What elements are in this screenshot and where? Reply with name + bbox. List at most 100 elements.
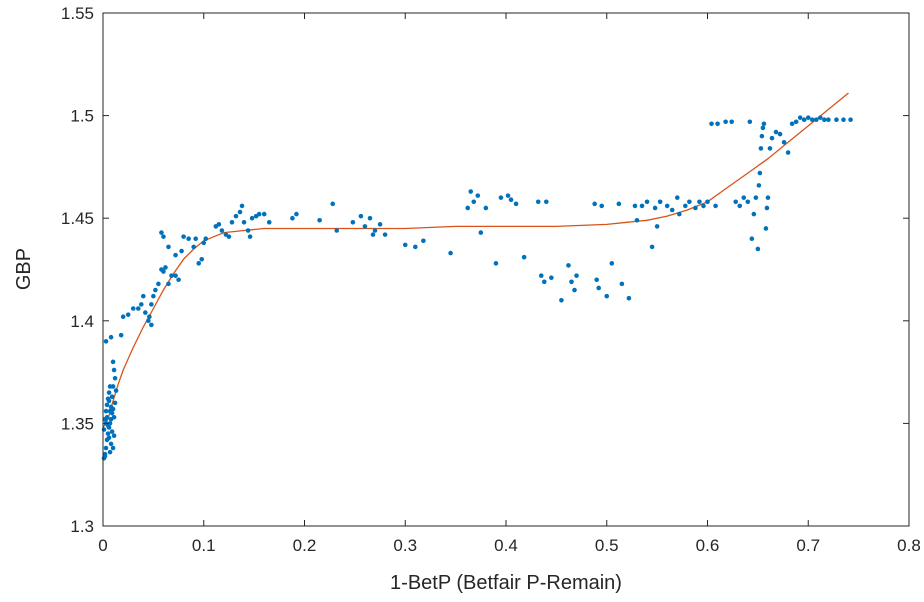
data-point xyxy=(241,220,247,225)
data-point xyxy=(290,215,295,221)
x-tick-label: 0.4 xyxy=(494,536,518,555)
data-point xyxy=(639,203,645,209)
data-point xyxy=(705,199,710,205)
data-point xyxy=(498,195,504,200)
data-point xyxy=(113,388,119,393)
data-point xyxy=(377,222,383,227)
data-point xyxy=(535,199,541,205)
data-point xyxy=(644,199,650,205)
data-point xyxy=(111,433,117,439)
y-tick-label: 1.55 xyxy=(61,4,94,23)
data-point xyxy=(256,211,262,217)
data-point xyxy=(761,121,767,127)
data-point xyxy=(594,277,599,283)
data-point xyxy=(156,281,161,287)
data-point xyxy=(350,220,356,225)
data-point xyxy=(199,256,205,262)
data-point xyxy=(149,322,154,328)
data-point xyxy=(764,205,770,211)
data-point xyxy=(781,139,787,145)
data-point xyxy=(693,205,698,211)
data-point xyxy=(219,228,225,233)
data-point xyxy=(166,281,171,287)
data-point xyxy=(763,226,769,231)
x-tick-label: 0 xyxy=(98,536,107,555)
y-tick-label: 1.3 xyxy=(70,517,94,536)
data-point xyxy=(161,269,166,274)
data-point xyxy=(146,318,151,324)
data-point xyxy=(493,261,499,266)
x-tick-label: 0.5 xyxy=(595,536,619,555)
data-point xyxy=(370,232,376,237)
data-point xyxy=(664,203,670,209)
data-point xyxy=(826,117,831,123)
data-point xyxy=(755,246,761,252)
data-point xyxy=(785,150,791,155)
data-point xyxy=(801,117,807,123)
data-point xyxy=(151,293,156,299)
data-point xyxy=(247,234,253,239)
x-axis-label: 1-BetP (Betfair P-Remain) xyxy=(390,572,622,594)
data-point xyxy=(125,312,131,317)
data-point xyxy=(382,232,388,237)
data-point xyxy=(147,314,152,319)
data-point xyxy=(759,133,765,139)
data-point xyxy=(805,115,811,120)
data-point xyxy=(193,236,198,242)
data-point xyxy=(106,390,112,395)
data-point xyxy=(261,211,267,217)
x-tick-label: 0.3 xyxy=(393,536,417,555)
data-point xyxy=(632,203,638,209)
data-point xyxy=(505,193,511,198)
data-point xyxy=(809,117,815,123)
data-point xyxy=(421,238,426,244)
data-point xyxy=(475,193,481,198)
data-point xyxy=(249,215,255,221)
data-point xyxy=(161,234,166,239)
data-point xyxy=(104,414,110,420)
data-point xyxy=(294,211,299,217)
data-point xyxy=(574,273,579,278)
data-point xyxy=(233,213,239,219)
data-point xyxy=(138,302,144,307)
data-point xyxy=(592,201,597,207)
data-point xyxy=(110,384,116,389)
data-point xyxy=(729,119,734,125)
data-point xyxy=(169,273,174,278)
data-point xyxy=(118,332,124,338)
data-point xyxy=(159,230,164,235)
data-point xyxy=(769,135,775,141)
data-point xyxy=(793,119,799,125)
data-point xyxy=(814,117,819,123)
data-point xyxy=(181,234,186,239)
data-point xyxy=(733,199,739,205)
data-point xyxy=(669,207,675,213)
data-point xyxy=(751,211,757,217)
data-point xyxy=(657,199,663,205)
data-point xyxy=(166,244,171,250)
data-point xyxy=(749,236,755,242)
data-point xyxy=(468,189,474,194)
data-point xyxy=(559,297,564,303)
data-point xyxy=(697,199,702,205)
data-point xyxy=(649,244,655,250)
data-point xyxy=(683,203,688,209)
fit-line xyxy=(102,92,849,428)
data-point xyxy=(112,375,118,381)
data-point xyxy=(266,220,272,225)
data-point xyxy=(834,117,839,123)
data-point xyxy=(109,429,115,434)
data-point xyxy=(105,431,111,436)
data-point xyxy=(106,435,112,441)
data-point xyxy=(483,205,489,211)
data-point xyxy=(402,242,408,248)
data-point xyxy=(701,203,706,209)
data-point xyxy=(239,203,245,209)
data-point xyxy=(513,201,519,207)
data-point xyxy=(110,445,116,451)
data-point xyxy=(109,394,115,400)
data-point xyxy=(478,230,484,235)
data-point xyxy=(566,263,571,268)
data-point xyxy=(619,281,625,287)
